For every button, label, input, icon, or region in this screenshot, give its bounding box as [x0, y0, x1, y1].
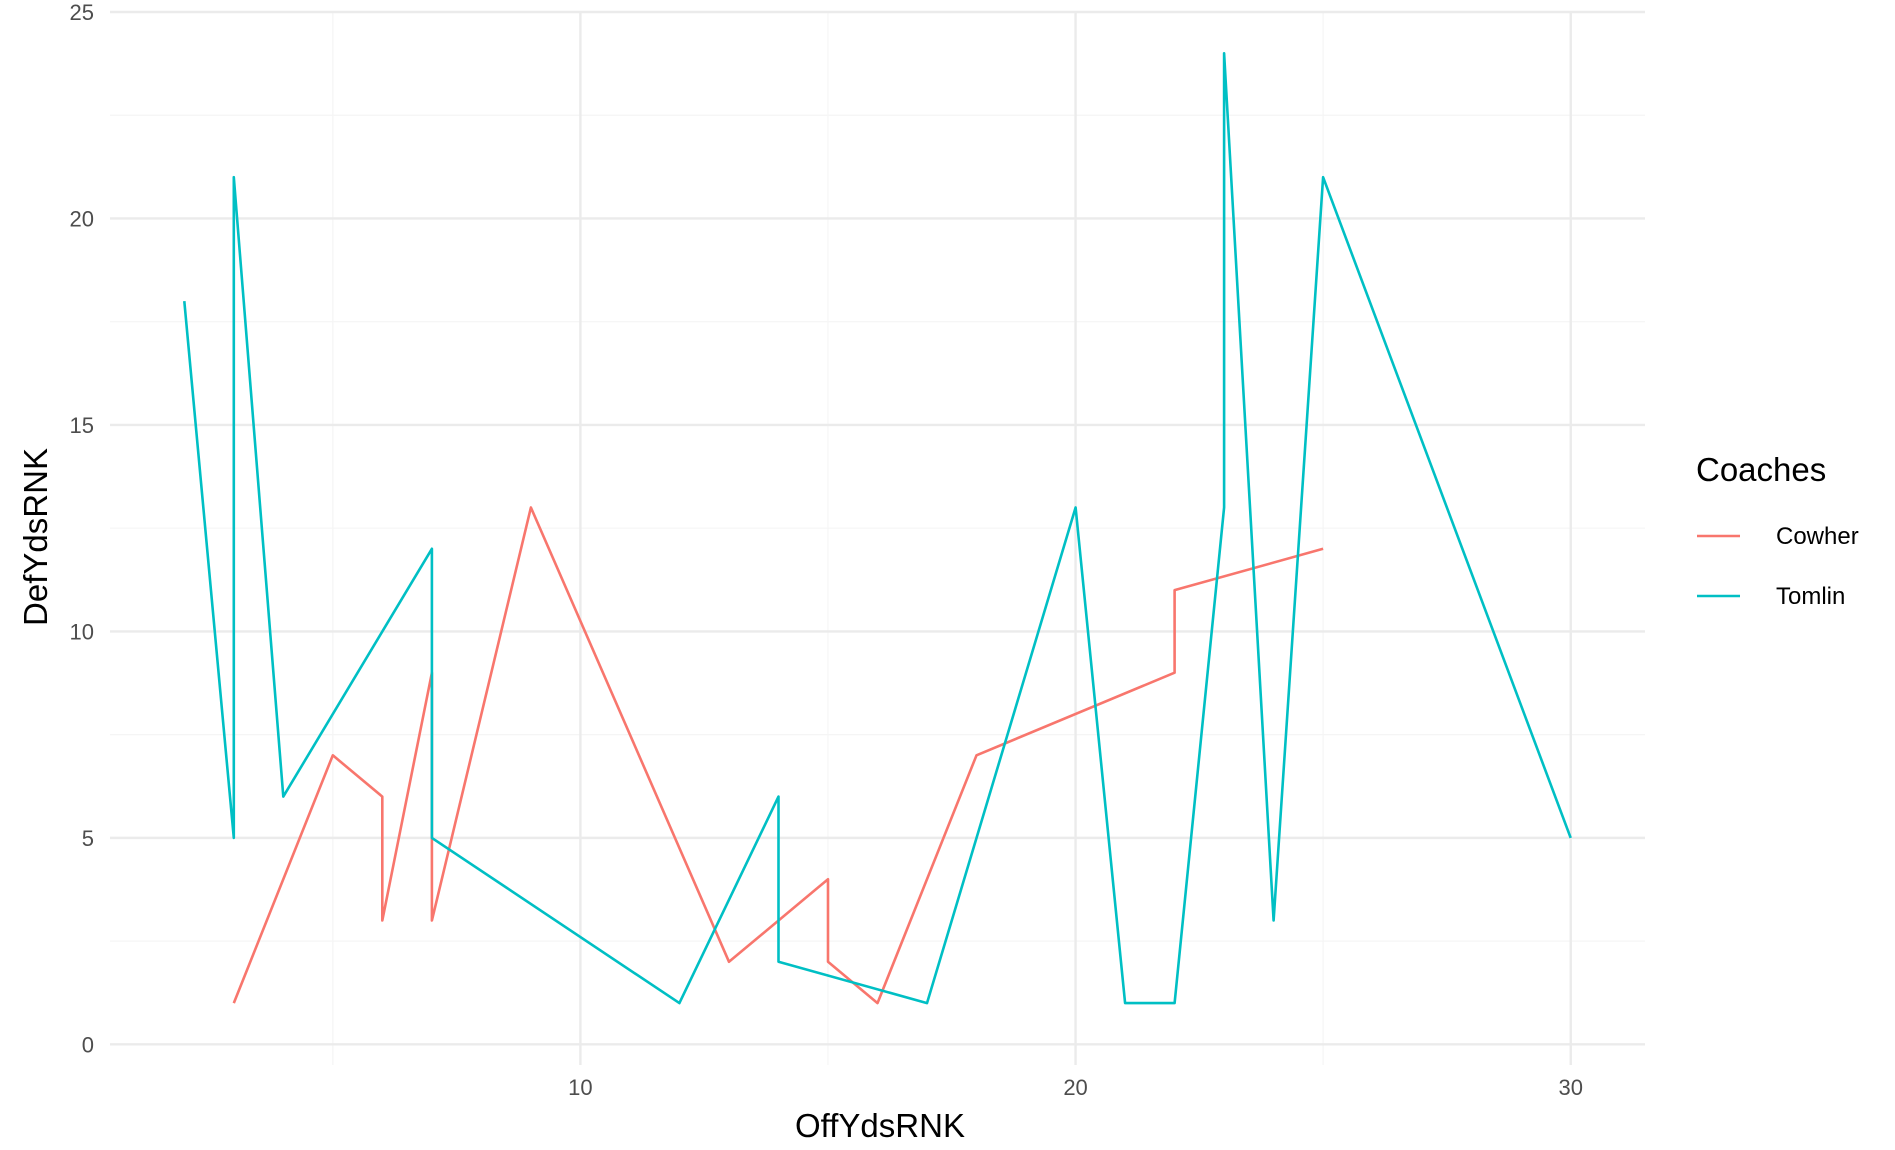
y-axis-ticks: 0 5 10 15 20 25 [70, 0, 94, 1057]
x-axis-title: OffYdsRNK [795, 1107, 965, 1144]
legend-title: Coaches [1696, 451, 1826, 488]
series-line-tomlin [183, 51, 1572, 1005]
y-tick-label: 0 [82, 1032, 94, 1057]
y-tick-label: 20 [70, 206, 94, 231]
x-tick-label: 20 [1063, 1075, 1087, 1100]
legend: Coaches Cowher Tomlin [1696, 451, 1859, 610]
legend-items: Cowher Tomlin [1697, 523, 1859, 610]
x-tick-label: 30 [1558, 1075, 1582, 1100]
legend-label-cowher: Cowher [1776, 523, 1859, 550]
x-axis-ticks: 10 20 30 [568, 1075, 1583, 1100]
y-tick-label: 10 [70, 619, 94, 644]
y-tick-label: 5 [82, 826, 94, 851]
x-tick-label: 10 [568, 1075, 592, 1100]
y-tick-label: 25 [70, 0, 94, 25]
y-axis-title: DefYdsRNK [17, 448, 54, 626]
legend-label-tomlin: Tomlin [1776, 583, 1845, 610]
grid [110, 10, 1645, 1065]
y-tick-label: 15 [70, 413, 94, 438]
series-line-cowher [232, 506, 1324, 1005]
series-layer [183, 51, 1572, 1005]
